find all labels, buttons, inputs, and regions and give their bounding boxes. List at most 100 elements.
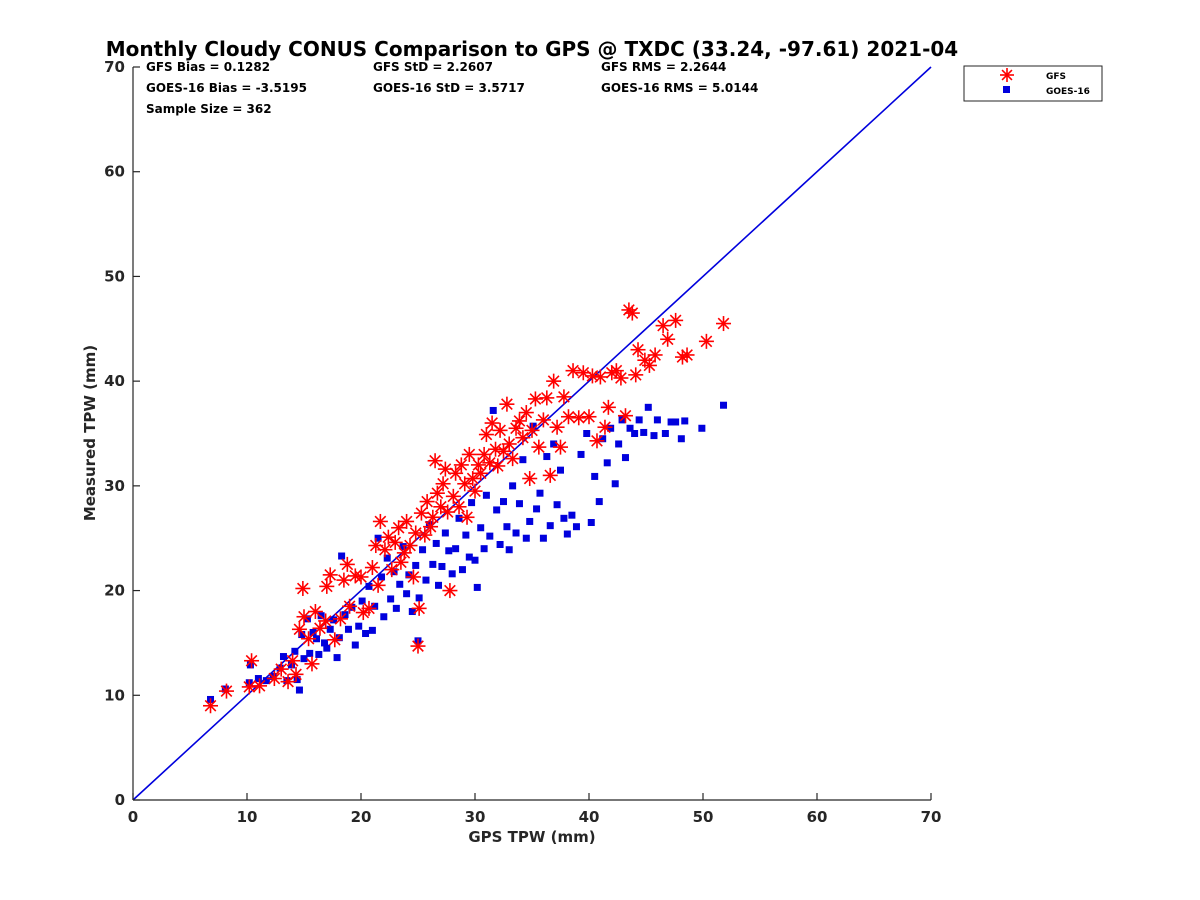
gfs-point — [396, 545, 412, 561]
gfs-point — [445, 488, 461, 504]
goes-16-point — [615, 440, 623, 448]
goes-16-point — [291, 647, 299, 655]
goes-16-point — [587, 519, 595, 527]
goes-16-point — [505, 546, 513, 554]
gfs-point — [467, 483, 483, 499]
goes-16-point — [374, 534, 382, 542]
gfs-point — [304, 656, 320, 672]
gfs-point — [522, 471, 538, 487]
goes-rms-text: GOES-16 RMS = 5.0144 — [601, 81, 758, 95]
goes-16-point — [595, 498, 603, 506]
gfs-point — [318, 613, 334, 629]
gfs-point — [241, 679, 257, 695]
goes-16-point — [348, 603, 356, 611]
goes-16-point — [287, 661, 295, 669]
goes-16-point — [362, 630, 370, 638]
goes-16-point — [563, 530, 571, 538]
gfs-point — [440, 504, 456, 520]
y-tick-label: 70 — [104, 58, 125, 76]
y-tick-label: 60 — [104, 163, 125, 181]
goes-16-series — [207, 401, 728, 703]
goes-16-point — [445, 547, 453, 555]
goes-16-point — [344, 625, 352, 633]
gfs-point — [592, 369, 608, 385]
goes-16-point — [496, 540, 504, 548]
gfs-bias-text: GFS Bias = 0.1282 — [146, 60, 270, 74]
gfs-point — [336, 572, 352, 588]
gfs-point — [584, 368, 600, 384]
goes-16-point — [309, 628, 317, 636]
goes-16-point — [330, 616, 338, 624]
goes-16-point — [323, 644, 331, 652]
chart-title: Monthly Cloudy CONUS Comparison to GPS @… — [106, 37, 958, 61]
gfs-point — [465, 471, 481, 487]
gfs-point — [589, 433, 605, 449]
gfs-point — [556, 389, 572, 405]
gfs-point — [655, 318, 671, 334]
x-tick-label: 10 — [237, 808, 258, 826]
y-tick-label: 0 — [115, 791, 125, 809]
goes-16-point — [455, 514, 463, 522]
gfs-point — [535, 412, 551, 428]
goes-16-point — [557, 466, 564, 474]
gfs-point — [372, 513, 388, 529]
gfs-point — [327, 632, 343, 648]
goes-16-point — [419, 546, 427, 554]
axes: 0 10 20 30 40 50 60 70 0 10 20 30 40 50 60 70 — [104, 58, 941, 826]
goes-16-point — [572, 523, 580, 531]
goes-16-point — [543, 453, 551, 461]
goes-16-point — [396, 580, 404, 588]
sample-size-text: Sample Size = 362 — [146, 102, 272, 116]
gfs-point — [560, 409, 576, 425]
gfs-point — [668, 312, 684, 328]
gfs-point — [252, 678, 268, 694]
gfs-series — [203, 302, 732, 714]
gfs-point — [539, 390, 555, 406]
gfs-point — [565, 363, 581, 379]
gfs-point — [660, 331, 676, 347]
goes-16-point — [355, 622, 363, 630]
goes-16-point — [698, 424, 706, 432]
gfs-point — [332, 611, 348, 627]
gfs-point — [442, 583, 458, 599]
y-axis-label: Measured TPW (mm) — [81, 345, 99, 521]
gfs-point — [549, 419, 565, 435]
gfs-point — [553, 439, 568, 455]
goes-16-point — [465, 553, 473, 561]
goes-16-point — [293, 676, 301, 684]
gfs-point — [429, 485, 445, 501]
gfs-point — [581, 409, 597, 425]
gfs-point — [527, 391, 543, 407]
goes-16-point — [631, 430, 639, 437]
goes-16-point — [246, 661, 254, 669]
x-tick-label: 70 — [921, 808, 942, 826]
goes-16-point — [422, 576, 430, 584]
x-ticks: 0 10 20 30 40 50 60 70 — [128, 793, 942, 826]
gfs-point — [322, 567, 338, 583]
goes-16-point — [591, 472, 599, 480]
gfs-point — [542, 467, 558, 483]
gfs-point — [342, 598, 358, 614]
goes-16-point — [533, 505, 541, 513]
goes-16-point — [650, 432, 658, 440]
goes-16-point — [432, 539, 440, 547]
legend-gfs-marker — [1000, 68, 1014, 82]
goes-16-point — [351, 641, 359, 649]
goes-16-point — [635, 416, 643, 424]
x-axis-label: GPS TPW (mm) — [468, 828, 595, 846]
goes-16-point — [338, 552, 346, 560]
goes-16-point — [435, 581, 443, 589]
goes-16-point — [536, 489, 544, 497]
gfs-point — [473, 465, 489, 481]
gfs-point — [459, 509, 475, 525]
goes-16-point — [438, 562, 446, 570]
gfs-point — [402, 538, 418, 554]
gfs-point — [244, 653, 260, 669]
gfs-point — [490, 458, 506, 474]
gfs-point — [411, 600, 427, 616]
goes-16-point — [303, 615, 311, 623]
gfs-point — [423, 519, 439, 535]
goes-16-point — [452, 545, 460, 553]
